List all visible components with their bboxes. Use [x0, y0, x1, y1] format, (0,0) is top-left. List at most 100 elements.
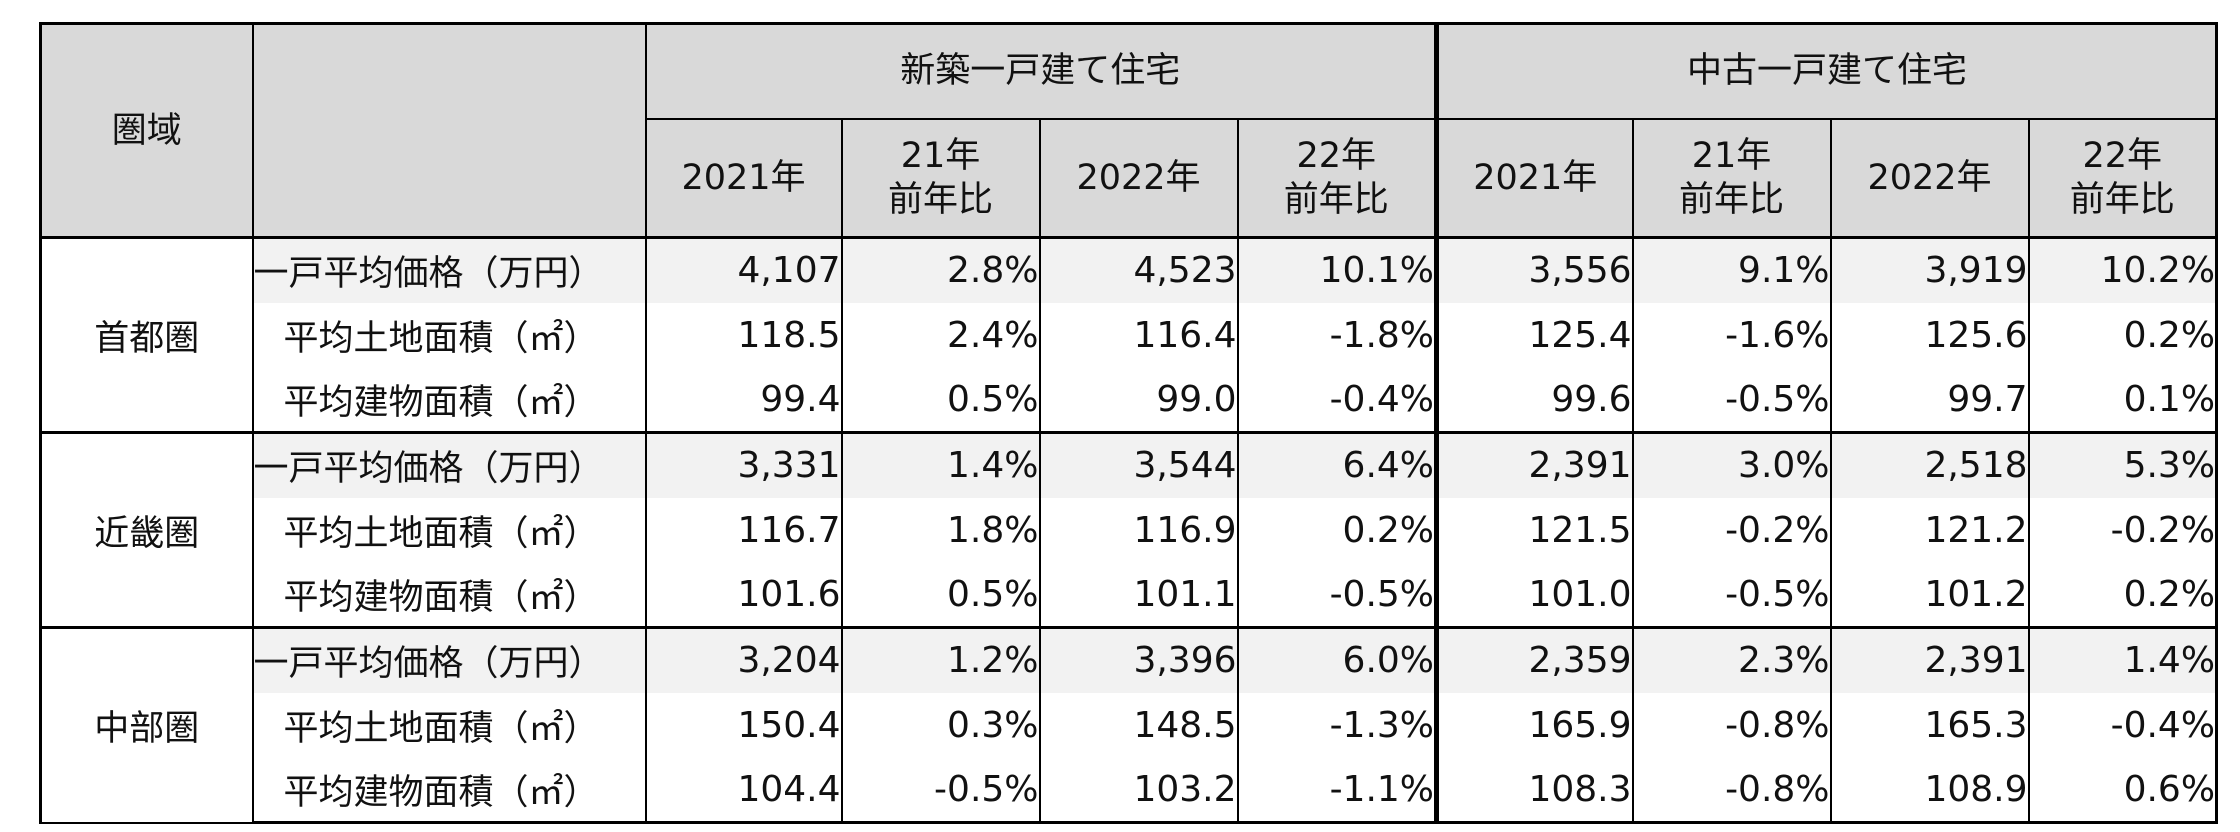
column-header: 2022年 — [1038, 117, 1239, 239]
column-header-text: 2021年 — [1473, 157, 1598, 198]
row-label: 平均建物面積（㎡） — [251, 367, 647, 434]
column-header-text: 2021年 — [681, 157, 806, 198]
column-header: 2021年 — [644, 117, 843, 239]
table-cell: 2.4% — [840, 302, 1041, 368]
column-header-text: 21年 — [1691, 135, 1772, 176]
table-cell: 4,523 — [1038, 236, 1239, 303]
table-cell: -1.6% — [1631, 302, 1832, 368]
table-cell: 4,107 — [644, 236, 843, 303]
housing-price-table: 圏域 新築一戸建て住宅 中古一戸建て住宅 2021年 21年 前年比 2022年 22年… — [39, 22, 2219, 824]
table-cell: 101.6 — [644, 562, 843, 629]
table-cell: 101.0 — [1435, 562, 1634, 629]
row-label: 平均土地面積（㎡） — [251, 302, 647, 368]
used-house-group-header: 中古一戸建て住宅 — [1435, 22, 2219, 120]
table-cell: 0.2% — [2027, 302, 2219, 368]
table-row: 近畿圏 一戸平均価格（万円） 3,331 1.4% 3,544 6.4% 2,391 3.0%… — [39, 431, 2219, 629]
row-label: 平均建物面積（㎡） — [251, 757, 647, 824]
column-header-text: 前年比 — [887, 179, 993, 220]
table-cell: 2,359 — [1435, 626, 1634, 693]
table-cell: 99.6 — [1435, 367, 1634, 434]
column-header-text: 21年 — [900, 135, 981, 176]
table-row: 平均建物面積（㎡） 104.4 -0.5% 103.2 -1.1% 108.3 -0.8% 1… — [41, 757, 2219, 824]
table-cell: 116.9 — [1038, 497, 1239, 563]
table-row: 平均土地面積（㎡） 150.4 0.3% 148.5 -1.3% 165.9 -0.8% 16… — [41, 692, 2219, 758]
column-header-text: 前年比 — [1679, 179, 1785, 220]
table-cell: -0.2% — [1631, 497, 1832, 563]
table-cell: 116.7 — [644, 497, 843, 563]
column-header-text: 22年 — [2082, 135, 2163, 176]
table-row: 平均建物面積（㎡） 99.4 0.5% 99.0 -0.4% 99.6 -0.5% 99.7 0… — [41, 367, 2219, 434]
table-cell: 3,396 — [1038, 626, 1239, 693]
column-header-text: 2022年 — [1867, 157, 1992, 198]
table-cell: 0.2% — [2027, 562, 2219, 629]
region-name: 近畿圏 — [39, 431, 254, 629]
new-house-group-header: 新築一戸建て住宅 — [644, 22, 1440, 120]
column-header: 22年 前年比 — [1236, 117, 1440, 239]
table-cell: -0.5% — [1236, 562, 1440, 629]
table-cell: 2,391 — [1435, 431, 1634, 498]
table-cell: -1.3% — [1236, 692, 1440, 758]
table-cell: 1.2% — [840, 626, 1041, 693]
table-cell: 6.4% — [1236, 431, 1440, 498]
table-cell: 99.7 — [1829, 367, 2030, 434]
table-cell: 150.4 — [644, 692, 843, 758]
table-cell: 121.2 — [1829, 497, 2030, 563]
table-cell: 104.4 — [644, 757, 843, 824]
table-row: 平均建物面積（㎡） 101.6 0.5% 101.1 -0.5% 101.0 -0.5% 10… — [41, 562, 2219, 629]
table-cell: 9.1% — [1631, 236, 1832, 303]
table-cell: 165.9 — [1435, 692, 1634, 758]
table-cell: 118.5 — [644, 302, 843, 368]
column-header-text: 前年比 — [1283, 179, 1389, 220]
table-row: 平均土地面積（㎡） 118.5 2.4% 116.4 -1.8% 125.4 -1.6% 12… — [41, 302, 2219, 368]
table-cell: -0.5% — [1631, 367, 1832, 434]
table-cell: 3,556 — [1435, 236, 1634, 303]
table-cell: -1.1% — [1236, 757, 1440, 824]
column-header-text: 2022年 — [1076, 157, 1201, 198]
item-header-blank — [251, 22, 647, 239]
column-header-text: 22年 — [1296, 135, 1377, 176]
table-cell: 101.1 — [1038, 562, 1239, 629]
column-header: 22年 前年比 — [2027, 117, 2219, 239]
table-cell: 5.3% — [2027, 431, 2219, 498]
table-cell: 3.0% — [1631, 431, 1832, 498]
table-cell: 99.4 — [644, 367, 843, 434]
table-cell: 121.5 — [1435, 497, 1634, 563]
row-label: 一戸平均価格（万円） — [251, 626, 647, 693]
table-cell: 3,331 — [644, 431, 843, 498]
table-cell: -1.8% — [1236, 302, 1440, 368]
table-cell: 1.4% — [2027, 626, 2219, 693]
table-cell: 1.4% — [840, 431, 1041, 498]
table-cell: 2,391 — [1829, 626, 2030, 693]
row-label: 平均土地面積（㎡） — [251, 497, 647, 563]
table-cell: 0.6% — [2027, 757, 2219, 824]
table-cell: 116.4 — [1038, 302, 1239, 368]
table-cell: 0.5% — [840, 562, 1041, 629]
column-header: 2021年 — [1435, 117, 1634, 239]
table-cell: 148.5 — [1038, 692, 1239, 758]
column-header-text: 前年比 — [2069, 179, 2175, 220]
table-cell: -0.5% — [840, 757, 1041, 824]
table-cell: 103.2 — [1038, 757, 1239, 824]
table-cell: 3,204 — [644, 626, 843, 693]
table-cell: 6.0% — [1236, 626, 1440, 693]
table-row: 中部圏 一戸平均価格（万円） 3,204 1.2% 3,396 6.0% 2,359 2.3%… — [39, 626, 2219, 824]
table-cell: -0.4% — [2027, 692, 2219, 758]
table-cell: 108.9 — [1829, 757, 2030, 824]
table-cell: 0.5% — [840, 367, 1041, 434]
table-cell: 99.0 — [1038, 367, 1239, 434]
table-cell: 0.2% — [1236, 497, 1440, 563]
table-cell: -0.5% — [1631, 562, 1832, 629]
table-cell: 101.2 — [1829, 562, 2030, 629]
column-header: 21年 前年比 — [1631, 117, 1832, 239]
row-label: 平均土地面積（㎡） — [251, 692, 647, 758]
table-cell: 3,919 — [1829, 236, 2030, 303]
table-cell: -0.4% — [1236, 367, 1440, 434]
table-cell: 125.4 — [1435, 302, 1634, 368]
row-label: 一戸平均価格（万円） — [251, 236, 647, 303]
region-header: 圏域 — [39, 22, 254, 239]
table-cell: -0.8% — [1631, 757, 1832, 824]
table-cell: 0.1% — [2027, 367, 2219, 434]
table-cell: -0.8% — [1631, 692, 1832, 758]
table-cell: -0.2% — [2027, 497, 2219, 563]
row-label: 平均建物面積（㎡） — [251, 562, 647, 629]
